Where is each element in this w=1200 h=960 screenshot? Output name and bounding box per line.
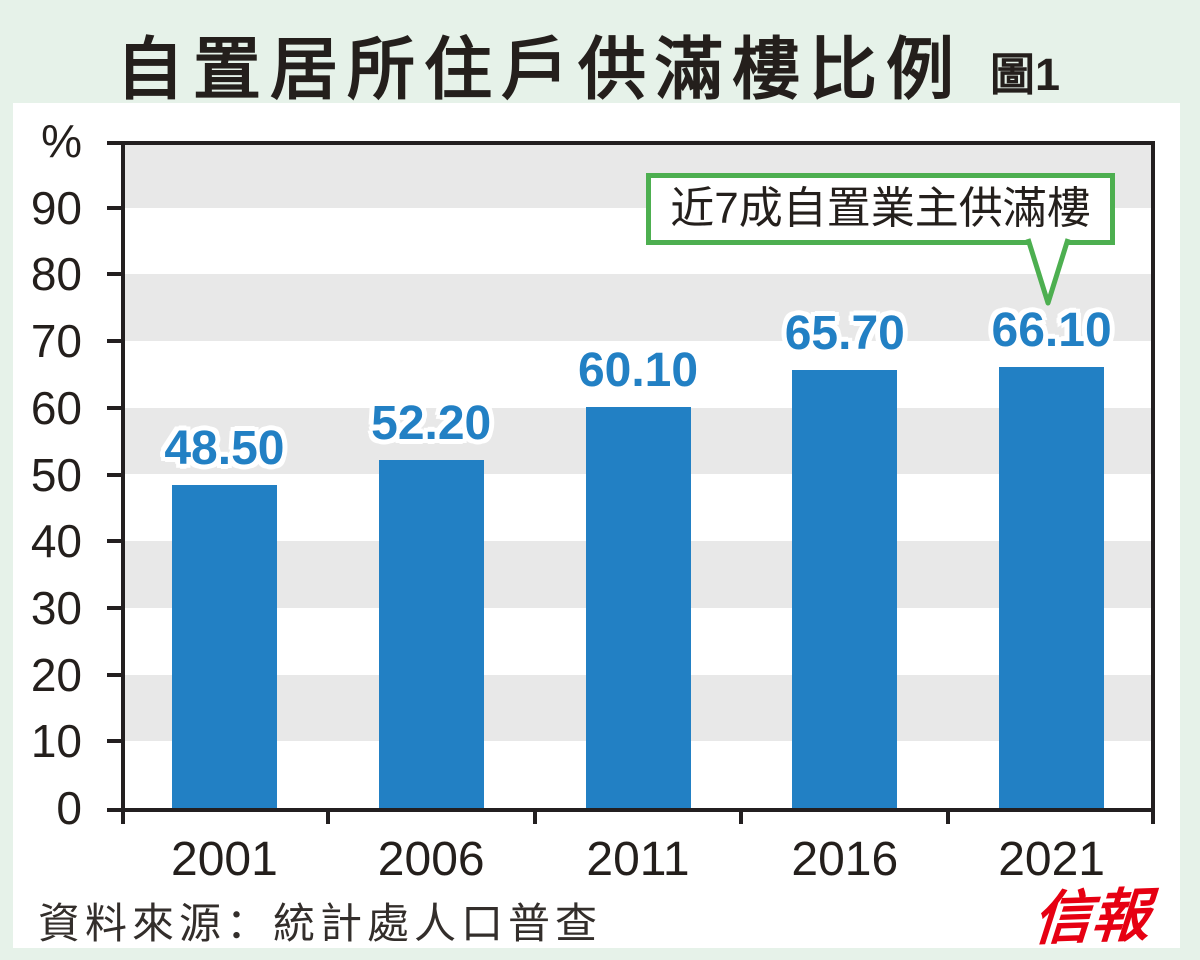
y-axis-line — [121, 141, 125, 824]
y-axis-tick-label: 90 — [30, 181, 82, 234]
bar-2006 — [378, 459, 484, 808]
grid-stripe — [121, 274, 1155, 342]
bar-value-label: 48.50 — [164, 421, 285, 475]
y-axis-tick — [107, 272, 121, 277]
x-axis-label: 2006 — [377, 833, 485, 886]
bar-value-label: 60.10 — [577, 344, 699, 398]
y-axis-tick — [107, 605, 121, 610]
x-axis-label: 2016 — [791, 833, 899, 886]
annotation-callout: 近7成自置業主供滿樓 — [646, 173, 1115, 245]
y-axis-tick-label: 30 — [30, 581, 82, 634]
y-axis-tick — [107, 405, 121, 410]
y-axis-tick-label: 20 — [30, 648, 82, 701]
y-axis-tick-label: 60 — [30, 381, 82, 434]
page-title: 自置居所住戶供滿樓比例 — [116, 32, 964, 108]
y-axis-tick-label: 40 — [30, 515, 82, 568]
y-axis-tick — [107, 205, 121, 210]
x-axis-tick — [325, 812, 330, 824]
y-axis-tick-label: 70 — [30, 315, 82, 368]
x-axis-line — [107, 808, 1155, 812]
plot-top-border — [107, 141, 1155, 145]
bar-value-label: 66.10 — [991, 304, 1112, 358]
source-note: 資料來源：統計處人口普查 — [38, 900, 603, 947]
bar-value-label: 52.20 — [371, 396, 492, 450]
x-axis-tick — [946, 812, 951, 824]
y-axis-unit-label: % — [41, 115, 82, 167]
y-axis-tick — [107, 739, 121, 744]
figure-label: 圖1 — [990, 49, 1061, 100]
y-axis-tick — [107, 472, 121, 477]
y-axis-labels: % 0 10 20 30 40 50 60 70 80 90 — [0, 115, 82, 834]
x-axis-label: 2011 — [586, 833, 690, 886]
bar-2016 — [792, 369, 898, 808]
y-axis-tick-label: 10 — [30, 715, 82, 768]
y-axis-tick — [107, 672, 121, 677]
y-axis-tick-label: 50 — [30, 448, 82, 501]
y-axis-tick-label: 0 — [56, 782, 82, 834]
annotation-callout-tail — [1025, 238, 1071, 306]
plot-area: 48.50 2001 52.20 2006 60.10 2011 65.70 2016 66.1… — [107, 141, 1155, 886]
x-axis-label: 2021 — [998, 833, 1105, 886]
bar-2011 — [585, 407, 691, 808]
title-row: 自置居所住戶供滿樓比例 圖1 — [0, 0, 1200, 108]
x-axis-label: 2001 — [171, 833, 278, 886]
y-axis-tick-label: 80 — [30, 248, 82, 301]
bar-2001 — [171, 484, 277, 808]
y-axis-tick — [107, 339, 121, 344]
x-axis-tick — [532, 812, 537, 824]
bar-value-label: 65.70 — [784, 306, 905, 360]
annotation-text: 近7成自置業主供滿樓 — [670, 184, 1091, 233]
plot-right-border — [1151, 141, 1155, 824]
bar-2021 — [999, 367, 1105, 808]
x-axis-tick — [739, 812, 744, 824]
publisher-logo: 信報 — [1031, 882, 1153, 953]
y-axis-tick — [107, 539, 121, 544]
